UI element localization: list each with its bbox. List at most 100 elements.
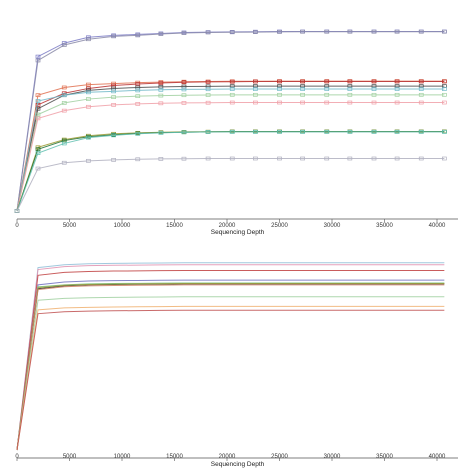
bottom-x-ticks: 0 5000 10000 15000 20000 25000 30000 35000 40000 (15, 454, 446, 461)
top-series-2-point (418, 29, 424, 34)
top-x-tick-label: 25000 (271, 223, 288, 229)
top-series-2-point (135, 33, 141, 38)
top-series-12-point (61, 160, 67, 165)
top-series-11-point (277, 130, 282, 134)
bottom-x-tick-label: 35000 (376, 454, 393, 460)
top-series-11-point (371, 130, 377, 134)
top-series-4-point (135, 82, 141, 86)
top-series-6-point (111, 89, 116, 94)
top-series-2-point (158, 32, 164, 36)
top-x-tick-label: 5000 (63, 223, 77, 229)
bottom-series-1 (16, 262, 445, 451)
top-series-11-point (158, 130, 164, 135)
top-series-7-point (442, 92, 447, 97)
top-x-tick-label: 40000 (429, 223, 446, 229)
top-series-8-point (300, 100, 305, 105)
top-series-6-point (300, 87, 305, 91)
top-series-12-point (442, 156, 447, 161)
top-series-11 (14, 130, 447, 213)
top-series-8-line (16, 102, 445, 212)
top-series-11-point (442, 130, 447, 134)
top-series-12-point (277, 156, 282, 161)
top-series-2-line (16, 31, 445, 212)
top-series-12-point (394, 156, 400, 161)
bottom-series-10-line (16, 305, 445, 451)
top-series-8-point (111, 102, 116, 107)
top-x-tick-label: 35000 (376, 223, 393, 229)
top-series-8 (14, 100, 447, 213)
bottom-x-tick-label: 20000 (219, 454, 236, 460)
top-series-7-line (16, 94, 445, 212)
top-series-8-point (61, 108, 67, 113)
top-series-12 (14, 156, 447, 213)
top-series-8-point (205, 100, 211, 105)
bottom-series-4 (16, 279, 445, 451)
top-series-11-point (61, 141, 67, 146)
top-x-tick-label: 30000 (324, 223, 341, 229)
top-series-12-point (35, 166, 41, 171)
top-series-2-point (111, 34, 116, 39)
top-series-2-point (205, 30, 211, 35)
top-series-7-point (347, 92, 353, 97)
top-series-6-point (158, 87, 164, 92)
top-series-11-line (16, 131, 445, 212)
top-series-2-point (229, 30, 235, 35)
top-series-12-point (111, 158, 116, 162)
bottom-series-2 (16, 264, 445, 451)
bottom-series-9 (16, 296, 445, 451)
top-series-2-point (347, 29, 353, 34)
top-series-6 (14, 87, 447, 213)
top-series-6-point (371, 87, 377, 91)
bottom-series-3-line (16, 269, 445, 451)
bottom-x-tick-label: 30000 (324, 454, 341, 460)
bottom-series-8 (16, 284, 445, 451)
bottom-x-tick-label: 25000 (271, 454, 288, 460)
top-series-8-point (229, 100, 235, 105)
top-series-12-point (205, 156, 211, 161)
top-series-2-point (371, 29, 377, 34)
top-x-tick-label: 15000 (166, 223, 183, 229)
top-series-7-point (229, 92, 235, 97)
top-series-12-point (14, 209, 20, 213)
top-series-4-line (16, 80, 445, 212)
top-series-8-point (277, 100, 282, 105)
top-series-2-point (442, 29, 447, 34)
top-series-2-point (61, 43, 67, 47)
top-series-2-point (300, 29, 305, 34)
bottom-series-7-line (16, 283, 445, 451)
top-series-4-point (442, 79, 447, 84)
top-series-11-point (111, 133, 116, 138)
top-series-8-point (135, 102, 141, 106)
top-series-8-point (324, 100, 330, 105)
top-series-6-line (16, 88, 445, 212)
top-series-12-point (181, 156, 187, 161)
top-series-7 (14, 92, 447, 213)
top-series-12-point (253, 156, 258, 161)
bottom-series-3 (16, 269, 445, 451)
top-series-12-point (324, 156, 330, 161)
bottom-series-11-line (16, 309, 445, 451)
top-series-6-point (229, 87, 235, 91)
top-series-6-point (181, 87, 187, 92)
top-x-axis-title: Sequencing Depth (211, 229, 265, 236)
top-series-12-point (158, 157, 164, 161)
bottom-series-10 (16, 305, 445, 451)
top-series-8-point (86, 104, 91, 109)
top-series-11-point (181, 130, 187, 135)
bottom-series-7 (16, 283, 445, 451)
bottom-x-tick-label: 0 (15, 454, 19, 460)
top-series-12-point (135, 157, 141, 162)
top-series-6-point (347, 87, 353, 91)
top-series-7-point (324, 92, 330, 97)
top-series-11-point (394, 130, 400, 134)
bottom-series-2-line (16, 264, 445, 451)
top-series-6-point (205, 87, 211, 92)
top-series-12-point (86, 158, 91, 163)
top-series-2-point (253, 30, 258, 34)
top-series-6-point (35, 99, 41, 103)
top-x-tick-label: 0 (15, 223, 19, 229)
top-series-6-point (442, 87, 447, 91)
top-series-4-point (324, 79, 330, 84)
bottom-x-tick-label: 40000 (429, 454, 446, 460)
top-x-ticks: 0 5000 10000 15000 20000 25000 30000 35000 40000 (15, 219, 446, 229)
